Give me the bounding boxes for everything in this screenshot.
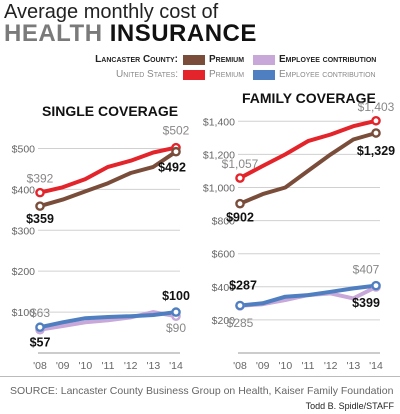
family-coverage-title: FAMILY COVERAGE xyxy=(242,90,376,106)
title-word-health: HEALTH xyxy=(4,20,103,47)
family-xtick-label: '09 xyxy=(256,360,270,372)
family-xtick-label: '10 xyxy=(278,360,292,372)
single-ytick-label: $300 xyxy=(12,225,36,237)
credit-line: Todd B. Spidle/STAFF xyxy=(305,401,394,411)
single-line-lancaster-premium xyxy=(38,149,178,209)
title-line-1: Average monthly cost of xyxy=(4,1,219,23)
family-label-us-premium-end: $1,403 xyxy=(358,100,395,114)
source-note: SOURCE: Lancaster County Business Group … xyxy=(10,385,394,397)
family-label-lanc-employee-end: $399 xyxy=(352,296,380,310)
single-label-us-premium-end: $502 xyxy=(163,124,190,138)
single-label-lanc-employee-start: $57 xyxy=(30,336,51,350)
title-line-2: HEALTH INSURANCE xyxy=(4,20,257,48)
legend-text-us-premium: Premium xyxy=(209,69,245,80)
single-xtick-label: '14 xyxy=(169,360,183,372)
single-coverage-title: SINGLE COVERAGE xyxy=(42,103,179,119)
family-ytick-label: $1,000 xyxy=(203,182,235,194)
single-xtick-label: '13 xyxy=(146,360,160,372)
family-ytick-label: $800 xyxy=(212,216,236,228)
legend-swatch-lancaster-premium xyxy=(183,55,205,65)
family-label-lanc-premium-start: $902 xyxy=(226,211,254,225)
family-label-lanc-premium-end: $1,329 xyxy=(357,144,395,158)
single-point-us-employee xyxy=(35,322,45,333)
single-line-us-employee xyxy=(38,310,178,330)
family-ytick-label: $400 xyxy=(212,282,236,294)
family-line-lancaster-premium xyxy=(238,131,378,206)
family-point-lancaster-premium xyxy=(371,128,381,138)
single-ytick-label: $100 xyxy=(12,307,36,319)
legend-swatch-us-employee xyxy=(253,70,275,80)
family-point-us-premium xyxy=(371,115,381,126)
family-label-us-employee-end: $407 xyxy=(353,263,380,277)
legend-text-lancaster-premium: Premium xyxy=(209,54,245,65)
family-line-us-employee xyxy=(238,283,378,308)
family-line-us-premium xyxy=(238,118,378,180)
family-ytick-label: $200 xyxy=(212,315,236,327)
single-xtick-label: '11 xyxy=(102,360,115,372)
family-xtick-label: '08 xyxy=(233,360,247,372)
legend: Lancaster County: United States: Premium… xyxy=(0,50,400,82)
family-label-us-employee-start: $287 xyxy=(229,278,257,292)
family-point-us-employee xyxy=(371,280,381,291)
legend-swatch-lancaster-employee xyxy=(253,55,275,65)
single-xtick-label: '10 xyxy=(78,360,92,372)
single-line-lancaster-employee xyxy=(38,310,178,332)
family-ytick-label: $1,400 xyxy=(203,116,235,128)
single-point-lancaster-premium xyxy=(35,201,45,211)
single-label-us-premium-start: $392 xyxy=(27,172,54,186)
legend-lancaster-label: Lancaster County: xyxy=(95,54,178,65)
single-line-us-premium xyxy=(38,145,178,195)
single-label-lanc-premium-end: $492 xyxy=(158,161,186,175)
legend-text-us-employee: Employee contribution xyxy=(279,69,376,80)
family-label-lanc-employee-start: $285 xyxy=(227,316,254,330)
single-label-us-employee-end: $100 xyxy=(162,289,190,303)
title-word-insurance: INSURANCE xyxy=(109,20,257,47)
family-xtick-label: '14 xyxy=(369,360,383,372)
legend-swatch-us-premium xyxy=(183,70,205,80)
single-xtick-label: '12 xyxy=(124,360,138,372)
single-point-lancaster-premium xyxy=(171,146,181,157)
legend-us-label: United States: xyxy=(116,69,178,80)
single-ytick-label: $400 xyxy=(12,184,36,196)
single-label-lanc-premium-start: $359 xyxy=(26,212,54,226)
family-point-us-premium xyxy=(235,173,245,183)
single-ytick-label: $200 xyxy=(12,266,36,278)
family-point-lancaster-premium xyxy=(235,198,245,209)
family-label-us-premium-start: $1,057 xyxy=(222,157,259,171)
family-point-us-employee xyxy=(235,300,245,311)
footer-divider xyxy=(0,376,400,377)
family-xtick-label: '11 xyxy=(302,360,315,372)
single-xtick-label: '09 xyxy=(56,360,70,372)
family-xtick-label: '12 xyxy=(324,360,338,372)
single-point-us-employee xyxy=(171,307,181,317)
family-xtick-label: '13 xyxy=(346,360,360,372)
single-label-lanc-employee-end: $90 xyxy=(166,321,186,335)
family-ytick-label: $600 xyxy=(212,249,236,261)
family-ytick-label: $1,200 xyxy=(203,149,235,161)
single-xtick-label: '08 xyxy=(33,360,47,372)
single-point-us-premium xyxy=(35,187,45,198)
single-label-us-employee-start: $63 xyxy=(30,306,50,320)
single-ytick-label: $500 xyxy=(12,143,36,155)
legend-text-lancaster-employee: Employee contribution xyxy=(279,54,377,65)
